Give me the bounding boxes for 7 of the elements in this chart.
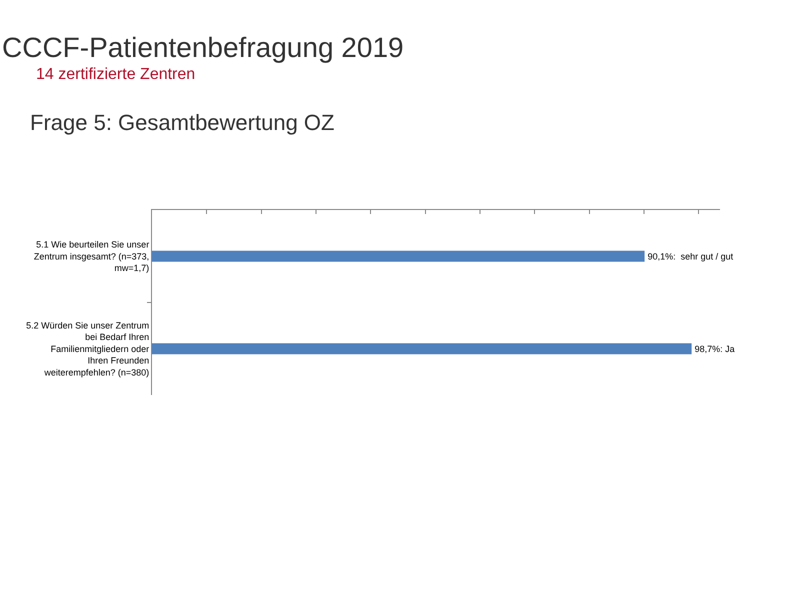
data-label: 98,7%: Ja [694,344,735,354]
chart-subtitle: 14 zertifizierte Zentren [36,66,196,83]
y-tick-label: 5.1 Wie beurteilen Sie unser Zentrum insgesamt? (n=373, mw=1,7) [34,240,150,274]
chart-title: CCCF-Patientenbefragung 2019 [2,32,404,63]
y-tick-label: 5.2 Würden Sie unser Zentrum bei Bedarf Ihren Familienmitgliedern oder Ihren Freunden weiterempfehlen? (n=380) [26,320,150,378]
data-label: 90,1%: sehr gut / gut [648,251,734,262]
text: Frage 5: Gesamtbewertung OZ [30,110,334,135]
